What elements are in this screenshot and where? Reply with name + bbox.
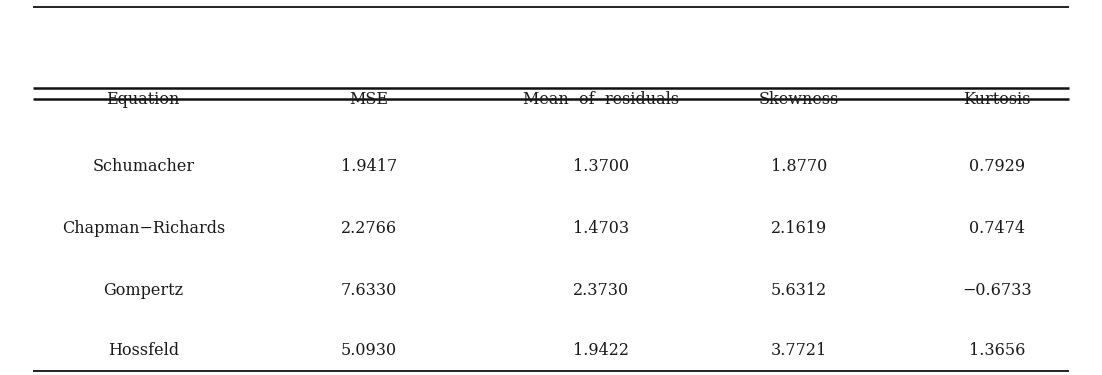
Text: 2.3730: 2.3730 xyxy=(573,282,628,299)
Text: 5.0930: 5.0930 xyxy=(342,342,397,359)
Text: 5.6312: 5.6312 xyxy=(770,282,828,299)
Text: 7.6330: 7.6330 xyxy=(341,282,398,299)
Text: −0.6733: −0.6733 xyxy=(962,282,1033,299)
Text: Schumacher: Schumacher xyxy=(93,158,194,176)
Text: Skewness: Skewness xyxy=(759,91,839,108)
Text: 1.9417: 1.9417 xyxy=(341,158,398,176)
Text: Kurtosis: Kurtosis xyxy=(963,91,1031,108)
Text: Hossfeld: Hossfeld xyxy=(108,342,179,359)
Text: 3.7721: 3.7721 xyxy=(770,342,828,359)
Text: Gompertz: Gompertz xyxy=(104,282,183,299)
Text: 1.9422: 1.9422 xyxy=(573,342,628,359)
Text: 1.4703: 1.4703 xyxy=(573,220,628,237)
Text: Chapman−Richards: Chapman−Richards xyxy=(62,220,225,237)
Text: 1.3700: 1.3700 xyxy=(573,158,628,176)
Text: MSE: MSE xyxy=(349,91,389,108)
Text: Equation: Equation xyxy=(107,91,180,108)
Text: 0.7474: 0.7474 xyxy=(970,220,1025,237)
Text: 2.2766: 2.2766 xyxy=(342,220,397,237)
Text: 1.8770: 1.8770 xyxy=(770,158,828,176)
Text: 0.7929: 0.7929 xyxy=(970,158,1025,176)
Text: 1.3656: 1.3656 xyxy=(969,342,1026,359)
Text: 2.1619: 2.1619 xyxy=(770,220,828,237)
Text: Mean  of  residuals: Mean of residuals xyxy=(522,91,679,108)
